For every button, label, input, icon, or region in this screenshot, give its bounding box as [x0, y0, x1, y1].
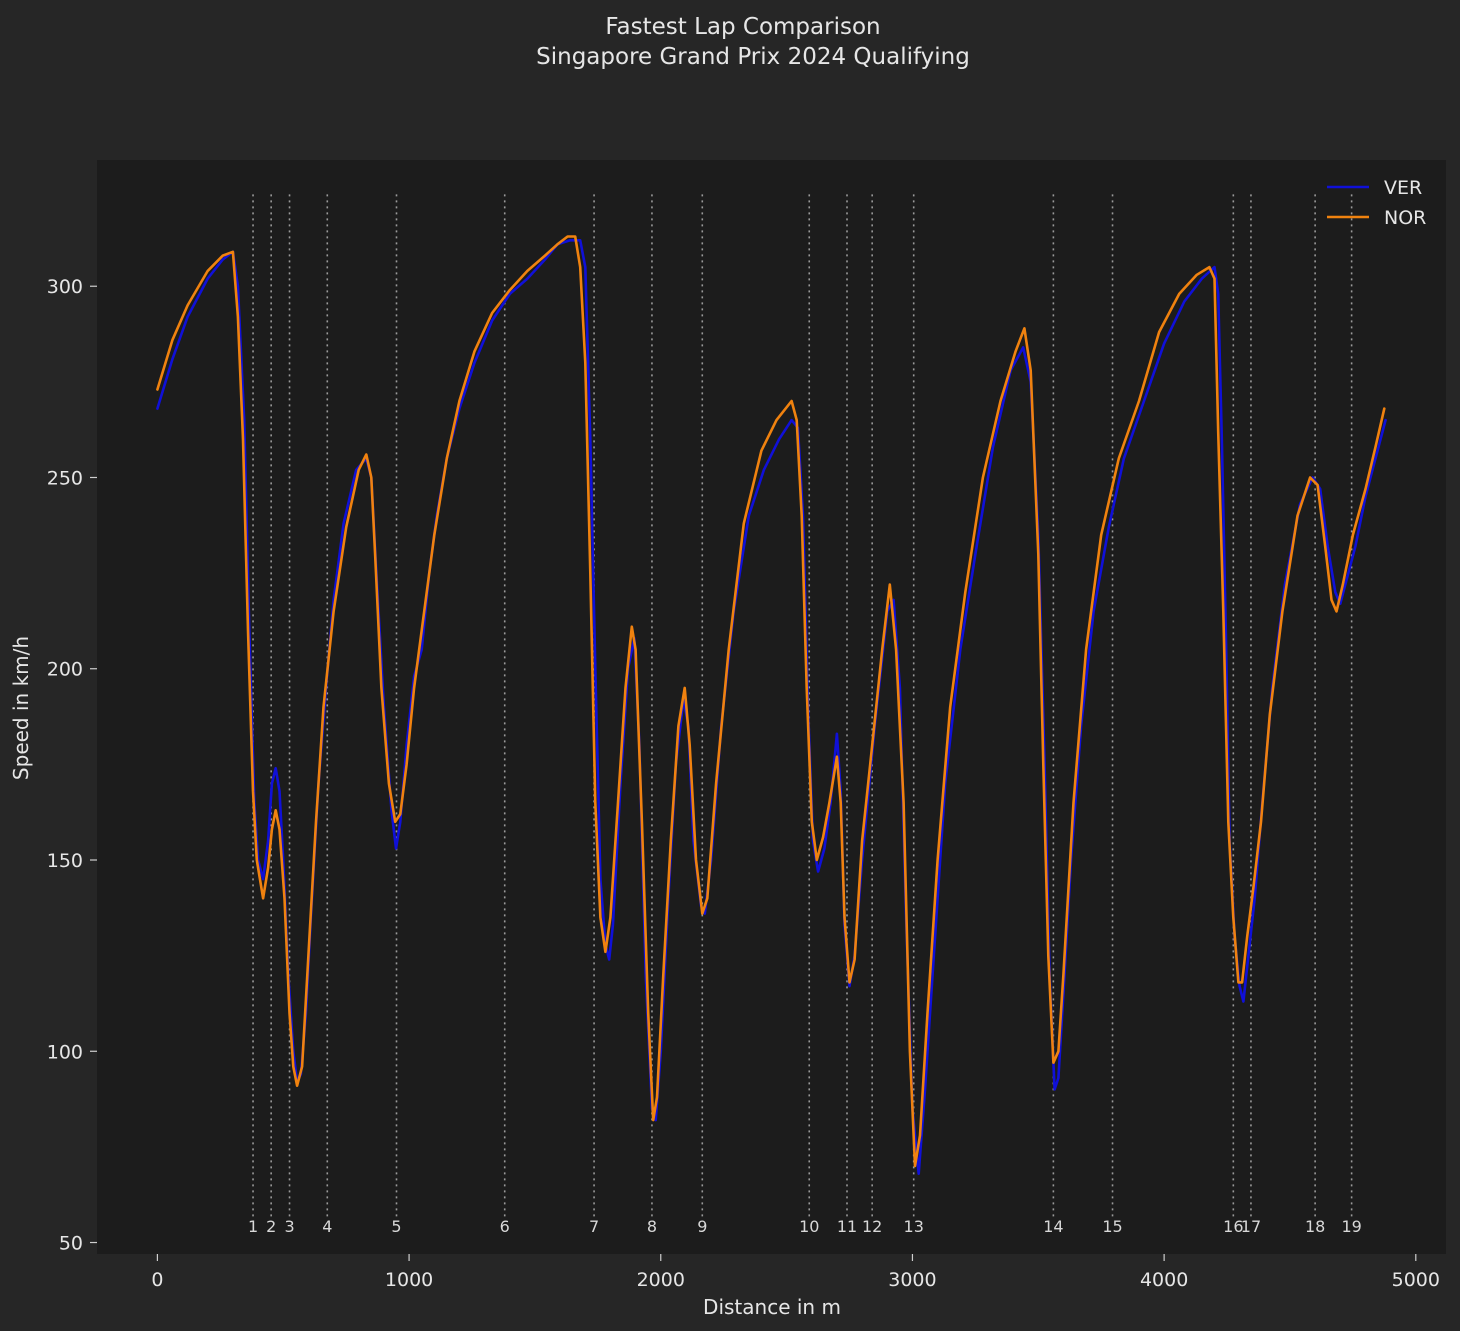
- axes: 0 1000 2000 3000 4000 5000 50 100 150 200 250 300: [47, 276, 1440, 1291]
- legend-label-nor: NOR: [1384, 207, 1426, 229]
- x-tick-label: 3000: [888, 1269, 936, 1291]
- y-axis-label: Speed in km/h: [9, 636, 33, 780]
- corner-label-8: 8: [647, 1217, 657, 1236]
- corner-label-16: 16: [1223, 1217, 1243, 1236]
- legend-label-ver: VER: [1384, 177, 1422, 199]
- legend: VER NOR: [1327, 177, 1426, 229]
- x-tick-label: 0: [151, 1269, 163, 1291]
- corner-label-11: 11: [837, 1217, 857, 1236]
- y-tick-label: 200: [47, 659, 83, 681]
- x-tick-label: 2000: [637, 1269, 685, 1291]
- corner-label-1: 1: [248, 1217, 258, 1236]
- x-tick-label: 1000: [385, 1269, 433, 1291]
- x-tick-label: 4000: [1140, 1269, 1188, 1291]
- corner-label-14: 14: [1043, 1217, 1063, 1236]
- corner-label-3: 3: [284, 1217, 294, 1236]
- corner-label-7: 7: [589, 1217, 599, 1236]
- y-tick-label: 150: [47, 850, 83, 872]
- x-axis-label: Distance in m: [703, 1295, 841, 1319]
- corner-label-5: 5: [391, 1217, 401, 1236]
- chart-title: Fastest Lap Comparison: [605, 14, 880, 40]
- corner-label-10: 10: [799, 1217, 819, 1236]
- corner-label-18: 18: [1305, 1217, 1325, 1236]
- y-tick-label: 100: [47, 1041, 83, 1063]
- corner-label-13: 13: [904, 1217, 924, 1236]
- x-tick-label: 5000: [1392, 1269, 1440, 1291]
- corner-label-15: 15: [1102, 1217, 1122, 1236]
- corner-label-2: 2: [266, 1217, 276, 1236]
- y-tick-label: 250: [47, 467, 83, 489]
- corner-label-4: 4: [322, 1217, 332, 1236]
- y-tick-label: 300: [47, 276, 83, 298]
- corner-label-17: 17: [1241, 1217, 1261, 1236]
- corner-label-9: 9: [697, 1217, 707, 1236]
- corner-label-6: 6: [500, 1217, 510, 1236]
- corner-label-19: 19: [1341, 1217, 1361, 1236]
- plot-area: [97, 160, 1446, 1254]
- y-tick-label: 50: [59, 1233, 83, 1255]
- chart-subtitle: Singapore Grand Prix 2024 Qualifying: [536, 44, 970, 70]
- corner-label-12: 12: [862, 1217, 882, 1236]
- series-line-nor: [156, 235, 1386, 1168]
- series-lines: [156, 235, 1387, 1175]
